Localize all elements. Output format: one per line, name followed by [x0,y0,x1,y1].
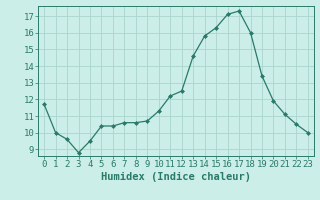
X-axis label: Humidex (Indice chaleur): Humidex (Indice chaleur) [101,172,251,182]
